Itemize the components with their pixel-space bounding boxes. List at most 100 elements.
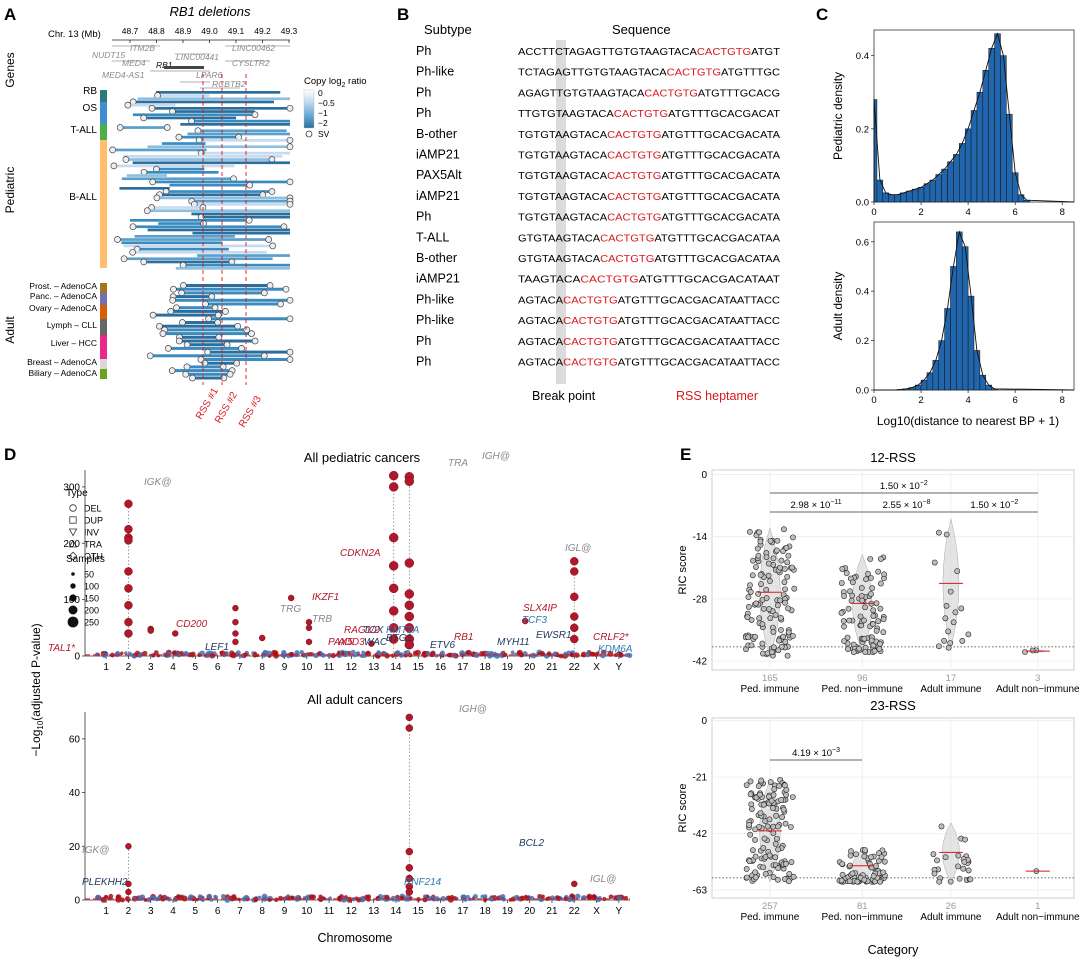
histogram-C-bottom: 0.0 0.2 0.4 0.6 0 2 4 6 8 Adult density	[831, 221, 1075, 406]
y-axis-label: Adult density	[831, 272, 845, 341]
ric-score-point	[783, 860, 789, 867]
ric-score-point	[839, 871, 846, 878]
sv-hotspot-point	[545, 896, 550, 901]
histogram-bar	[941, 168, 948, 203]
category-count: 96	[857, 673, 868, 684]
category-label: Ped. immune	[740, 912, 799, 923]
chrom-tick-label: 49.0	[201, 26, 218, 36]
sequence-row: TTGTGTAAGTACA CACTGTG ATGTTTGCACGACAT	[518, 108, 781, 120]
ric-score-point	[861, 876, 868, 883]
legend-type-item: TRA	[84, 540, 102, 550]
ric-score-point	[849, 870, 856, 877]
histogram-bar	[956, 231, 963, 391]
ric-score-point	[783, 791, 789, 798]
chromosome-tick-label: 12	[346, 906, 358, 917]
y-tick-label: -21	[693, 773, 708, 784]
chrom-axis-label: Chr. 13 (Mb)	[48, 29, 101, 40]
sv-breakpoint	[175, 133, 183, 141]
ric-score-point	[778, 557, 785, 564]
category-label: Ped. immune	[740, 684, 799, 695]
histogram-bar	[982, 70, 989, 203]
ric-score-point	[776, 783, 782, 789]
ric-score-point	[748, 617, 755, 623]
deletion-bar	[150, 354, 265, 358]
gene-annotation: CRLF2*	[593, 632, 630, 643]
sv-hotspot-point	[289, 651, 295, 657]
section-adult: Adult	[3, 316, 17, 344]
ric-score-point	[870, 621, 876, 627]
sv-breakpoint	[124, 101, 132, 109]
ric-score-point	[950, 619, 957, 626]
deletion-bar	[166, 190, 272, 193]
sv-hotspot-point	[530, 652, 537, 659]
ric-score-point	[756, 615, 763, 622]
ric-score-point	[947, 640, 954, 646]
gene-annotation: BCL2	[519, 838, 544, 849]
adult-group-label: Biliary – AdenoCA	[28, 368, 97, 378]
ric-score-point	[868, 591, 874, 597]
deletion-bar	[132, 161, 290, 165]
gene-annotation: RNF214	[404, 877, 442, 888]
ric-score-point	[853, 851, 859, 858]
chromosome-tick-label: 1	[103, 906, 109, 917]
sv-breakpoint	[164, 345, 172, 352]
ric-score-point	[784, 559, 791, 566]
histogram-bar	[935, 174, 942, 203]
sv-breakpoint	[277, 300, 284, 308]
deletion-bar	[113, 164, 235, 168]
sv-hotspot-point	[498, 895, 504, 901]
ric-score-point	[774, 823, 781, 830]
sv-hotspot-point	[273, 897, 279, 903]
deletion-bar	[191, 212, 290, 216]
deletion-bar	[121, 177, 234, 181]
sv-hotspot-point	[540, 894, 545, 899]
ric-score-point	[746, 821, 753, 828]
sv-breakpoint	[120, 255, 128, 263]
deletion-bar	[156, 91, 281, 94]
p-value-label: 2.55 × 10−8	[883, 499, 931, 511]
d-xlabel: Chromosome	[317, 931, 392, 945]
ric-score-point	[875, 618, 882, 625]
sv-breakpoint	[109, 146, 116, 154]
cohort-color-strip	[100, 293, 107, 305]
y-tick-label: 0	[701, 470, 707, 481]
sv-hotspot-point	[570, 653, 575, 658]
chromosome-tick-label: 9	[282, 662, 288, 673]
ric-score-point	[785, 605, 792, 612]
sv-breakpoint	[219, 363, 227, 371]
ric-score-point	[967, 876, 974, 883]
chromosome-tick-label: 11	[324, 906, 335, 917]
gene-label: ITM2B	[130, 43, 155, 53]
y-tick-label: 0.2	[856, 336, 869, 347]
chromosome-tick-label: 15	[413, 662, 425, 673]
gene-annotation: RAG1/2	[344, 625, 380, 636]
sv-breakpoint	[149, 311, 157, 319]
sv-hotspot-point	[294, 650, 300, 656]
sv-hotspot-point	[125, 888, 132, 896]
category-label: Adult immune	[920, 684, 982, 695]
y-tick-label: 0.4	[856, 51, 869, 62]
sv-hotspot-point	[389, 623, 399, 633]
sv-hotspot-point	[407, 652, 413, 658]
sv-hotspot-point	[232, 638, 239, 646]
ric-score-point	[867, 556, 874, 562]
sequence-row: AGTACA CACTGTG ATGTTTGCACGACATAATTACC	[518, 357, 780, 369]
panel-a-title: RB1 deletions	[170, 4, 251, 19]
ric-score-point	[764, 823, 771, 830]
subtype-label: B-other	[416, 251, 457, 265]
y-tick-label: -63	[693, 885, 708, 896]
sv-hotspot-point	[460, 894, 466, 900]
deletion-bar	[120, 126, 168, 129]
ric-score-point	[854, 878, 861, 885]
deletion-bar	[208, 317, 290, 321]
sv-breakpoint	[153, 194, 161, 202]
gene-annotation: IGL@	[565, 543, 591, 554]
ric-score-point	[841, 638, 847, 644]
sv-hotspot-point	[219, 650, 223, 655]
deletion-bar	[179, 335, 219, 339]
sv-breakpoint	[169, 296, 177, 304]
chromosome-tick-label: 2	[126, 906, 132, 917]
chromosome-tick-label: 20	[524, 662, 536, 673]
sv-breakpoint	[286, 356, 294, 363]
ric-score-point	[746, 858, 753, 865]
